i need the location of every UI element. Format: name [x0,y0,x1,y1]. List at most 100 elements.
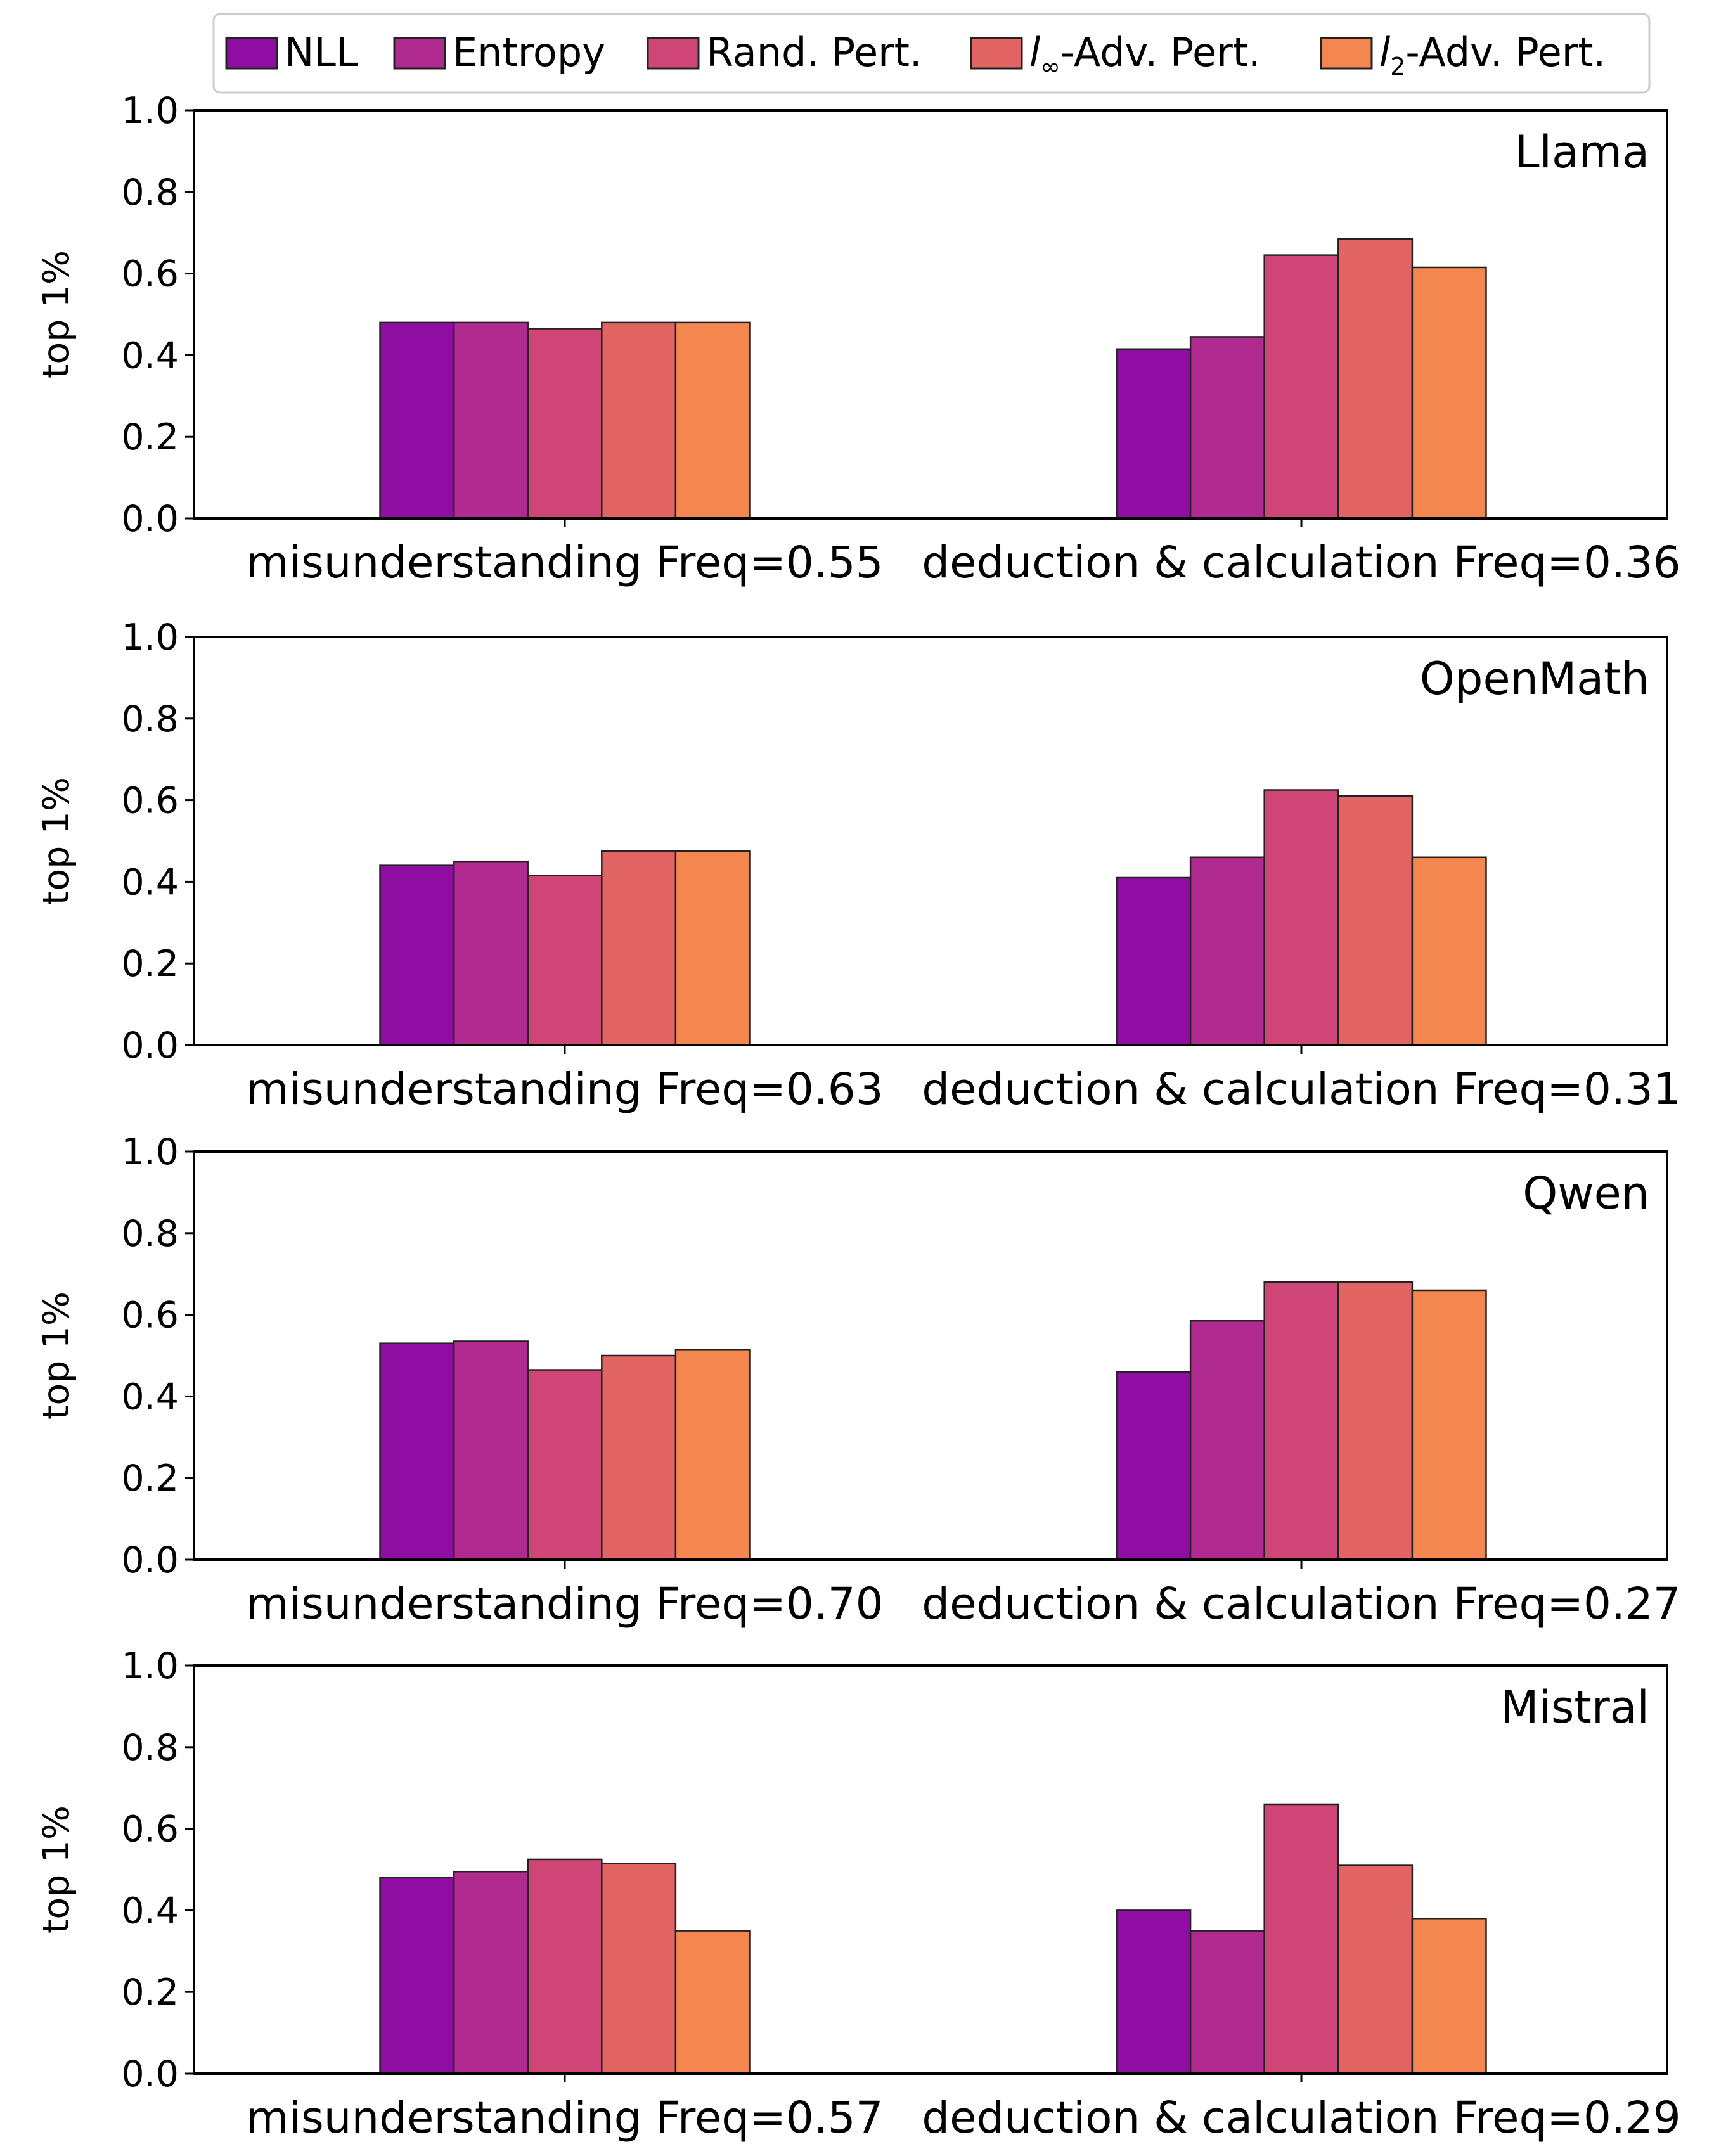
bar [674,321,751,520]
bar [527,875,603,1046]
y-axis-label: top 1% [35,1292,77,1420]
y-axis-label: top 1% [35,777,77,905]
y-tick-label: 0.8 [121,1727,179,1769]
bar [379,1342,455,1561]
bar [1189,1930,1265,2075]
y-tick-label: 0.4 [121,1376,179,1418]
bar [527,1858,603,2075]
subplot-title: Mistral [1500,1681,1649,1733]
axes-frame [193,636,1668,1046]
y-tick-label: 0.0 [121,1539,179,1581]
bar [379,864,455,1046]
bar [453,321,529,520]
bar [1116,1909,1192,2075]
y-axis-label: top 1% [35,250,77,378]
bar [601,321,677,520]
legend-label: l2-Adv. Pert. [1379,29,1606,80]
bar [1337,1864,1414,2075]
subplot-title: Llama [1515,126,1649,178]
legend-swatch [647,37,700,70]
y-tick-label: 1.0 [121,617,179,658]
bar [1411,856,1487,1046]
x-tick-label: misunderstanding Freq=0.63 [246,1064,883,1115]
bar [601,1863,677,2075]
y-tick-label: 0.6 [121,1809,179,1851]
bar [1189,856,1265,1046]
bar [674,1349,751,1561]
bar [1337,238,1414,520]
legend-label: Rand. Pert. [706,29,922,75]
legend-label: l∞-Adv. Pert. [1029,29,1261,80]
y-tick-label: 0.2 [121,416,179,458]
bar [1411,266,1487,520]
legend-label: Entropy [453,29,605,75]
legend-frame [212,13,1651,94]
legend-swatch [393,37,446,70]
bar [1116,348,1192,520]
bar [453,1870,529,2075]
bar [1189,336,1265,520]
bar [527,1369,603,1561]
y-tick-label: 0.8 [121,698,179,740]
legend-item: NLL [225,29,358,75]
y-tick-label: 0.0 [121,1025,179,1067]
bar [1263,789,1339,1046]
legend: NLL Entropy Rand. Pert. l∞-Adv. Pert. l2-Adv… [212,13,1651,94]
y-tick-label: 0.2 [121,1458,179,1499]
y-tick-label: 0.4 [121,1890,179,1932]
bar [674,850,751,1046]
bar [1263,1281,1339,1561]
y-tick-label: 1.0 [121,1131,179,1173]
legend-label: NLL [285,29,358,75]
bar [453,860,529,1046]
y-tick-label: 0.8 [121,172,179,214]
legend-swatch [970,37,1023,70]
bar [601,1354,677,1561]
bar [601,850,677,1046]
y-tick-label: 0.6 [121,780,179,822]
subplot-llama: misunderstanding Freq=0.55 deduction & ca… [35,90,1681,588]
y-tick-label: 0.8 [121,1213,179,1255]
bar [1263,1803,1339,2075]
bar [453,1340,529,1561]
bar [674,1930,751,2075]
bar [379,321,455,520]
y-tick-label: 0.4 [121,335,179,376]
y-tick-label: 0.2 [121,943,179,985]
y-axis-label: top 1% [35,1806,77,1934]
bar [1411,1289,1487,1561]
axes-frame [193,1664,1668,2075]
subplot-openmath: misunderstanding Freq=0.63 deduction & ca… [35,617,1681,1115]
y-tick-label: 1.0 [121,90,179,132]
y-tick-label: 0.6 [121,1295,179,1337]
y-tick-label: 0.2 [121,1972,179,2013]
subplot-title: Qwen [1523,1167,1649,1219]
legend-item: Entropy [393,29,605,75]
y-tick-label: 0.6 [121,253,179,295]
x-tick-label: deduction & calculation Freq=0.31 [922,1064,1680,1115]
y-tick-label: 1.0 [121,1645,179,1687]
bar [1116,876,1192,1046]
subplot-mistral: misunderstanding Freq=0.57 deduction & ca… [35,1645,1681,2143]
legend-swatch [225,37,278,70]
axes-frame [193,109,1668,520]
x-tick-label: deduction & calculation Freq=0.29 [922,2093,1680,2143]
x-tick-label: deduction & calculation Freq=0.27 [922,1579,1680,1629]
bar [379,1877,455,2075]
subplot-qwen: misunderstanding Freq=0.70 deduction & ca… [35,1131,1681,1629]
bar [1411,1918,1487,2075]
bar [1263,254,1339,520]
axes-frame [193,1150,1668,1561]
bar [1337,1281,1414,1561]
subplot-title: OpenMath [1420,653,1649,705]
legend-swatch [1320,37,1373,70]
x-tick-label: misunderstanding Freq=0.55 [246,537,883,588]
bar [1337,795,1414,1046]
y-tick-label: 0.4 [121,861,179,903]
legend-item: Rand. Pert. [647,29,922,75]
bar [527,328,603,520]
legend-item: l2-Adv. Pert. [1320,29,1606,80]
y-tick-label: 0.0 [121,2053,179,2095]
y-tick-label: 0.0 [121,498,179,540]
